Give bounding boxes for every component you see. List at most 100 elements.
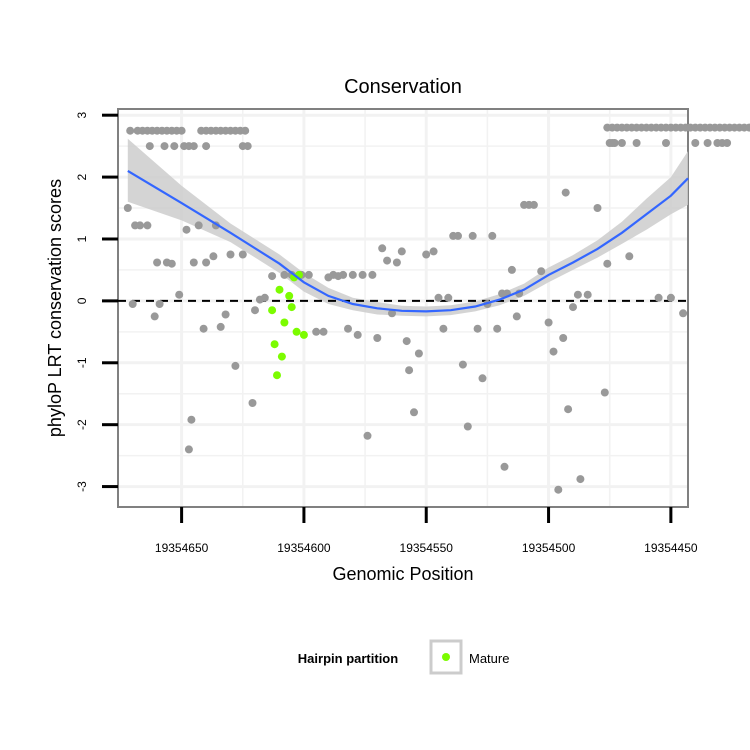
data-point [155,300,164,308]
data-point [136,221,144,230]
data-point [745,123,750,132]
mature-point [273,371,281,380]
data-point [221,310,230,319]
data-point [145,142,154,151]
data-point [691,139,700,147]
data-point [280,270,289,279]
confidence-band-layer [127,138,689,317]
legend-label-mature: Mature [469,651,509,666]
x-tick-label: 19354450 [644,541,698,555]
data-point [123,204,132,212]
data-point [593,204,602,212]
smooth-line-layer [127,169,689,313]
smooth-fit-line [127,169,689,313]
data-point [150,312,159,321]
data-point [304,270,313,279]
data-point [402,337,411,346]
data-point [209,252,218,261]
data-point [202,142,211,151]
data-point [143,221,152,230]
data-point [160,142,169,151]
data-point [703,139,712,147]
data-point [549,347,558,356]
x-tick-label: 19354550 [400,541,454,555]
data-point [231,361,240,370]
data-point [429,247,438,256]
mature-point [299,330,308,339]
data-point [410,408,418,417]
data-point [177,126,186,135]
data-point [610,139,619,147]
data-point [388,309,396,318]
data-point [268,272,277,281]
data-point [569,303,577,312]
data-point [405,366,414,375]
data-point [554,485,563,494]
data-point [392,258,401,267]
data-point [654,293,663,302]
data-point [358,270,367,279]
data-point [378,244,387,253]
data-point [339,270,348,279]
data-point [458,360,467,369]
mature-point [268,306,277,315]
points-layer [123,123,750,494]
data-point [251,306,259,315]
y-axis-title: phyloP LRT conservation scores [45,179,65,437]
data-point [187,415,196,424]
data-point [537,267,546,276]
data-point [573,290,582,299]
data-point [397,247,406,256]
legend-title: Hairpin partition [298,651,398,666]
mature-point [277,352,286,361]
y-tick-label: 0 [75,297,89,304]
data-point [473,324,482,333]
data-point [454,231,462,240]
data-point [199,324,208,333]
data-point [488,231,497,240]
data-point [363,431,372,440]
data-point [559,334,568,342]
x-tick-label: 19354500 [522,541,576,555]
data-point [153,258,162,267]
data-point [414,349,423,358]
legend-key-box [429,639,463,675]
data-point [625,252,634,261]
data-point [617,139,626,147]
data-point [243,142,252,151]
data-point [500,462,509,471]
data-point [662,139,670,147]
data-point [167,259,176,268]
data-point [226,250,235,259]
data-point [422,250,431,259]
data-point [603,259,612,268]
data-point [723,139,732,147]
grid-lines [119,110,687,506]
data-point [344,324,352,333]
mature-point [275,285,284,294]
data-point [241,126,250,135]
data-point [312,327,321,336]
mature-point [292,327,301,336]
data-point [383,256,392,265]
data-point [679,309,688,318]
data-point [202,258,211,267]
data-point [600,388,609,397]
y-tick-label: -1 [75,357,89,368]
axes: 19354650 19354600 19354550 19354500 19354450… [75,112,698,555]
data-point [444,293,453,302]
legend: Hairpin partition Mature [298,639,509,675]
data-point [561,188,570,197]
data-point [194,221,203,230]
data-point [319,327,328,336]
y-tick-label: -3 [75,481,89,492]
mature-point [280,318,289,327]
data-point [576,475,585,484]
data-point [175,290,184,299]
data-point [184,445,193,454]
data-point [478,374,487,383]
x-tick-label: 19354600 [277,541,331,555]
x-axis-title: Genomic Position [332,564,473,584]
data-point [348,270,357,279]
